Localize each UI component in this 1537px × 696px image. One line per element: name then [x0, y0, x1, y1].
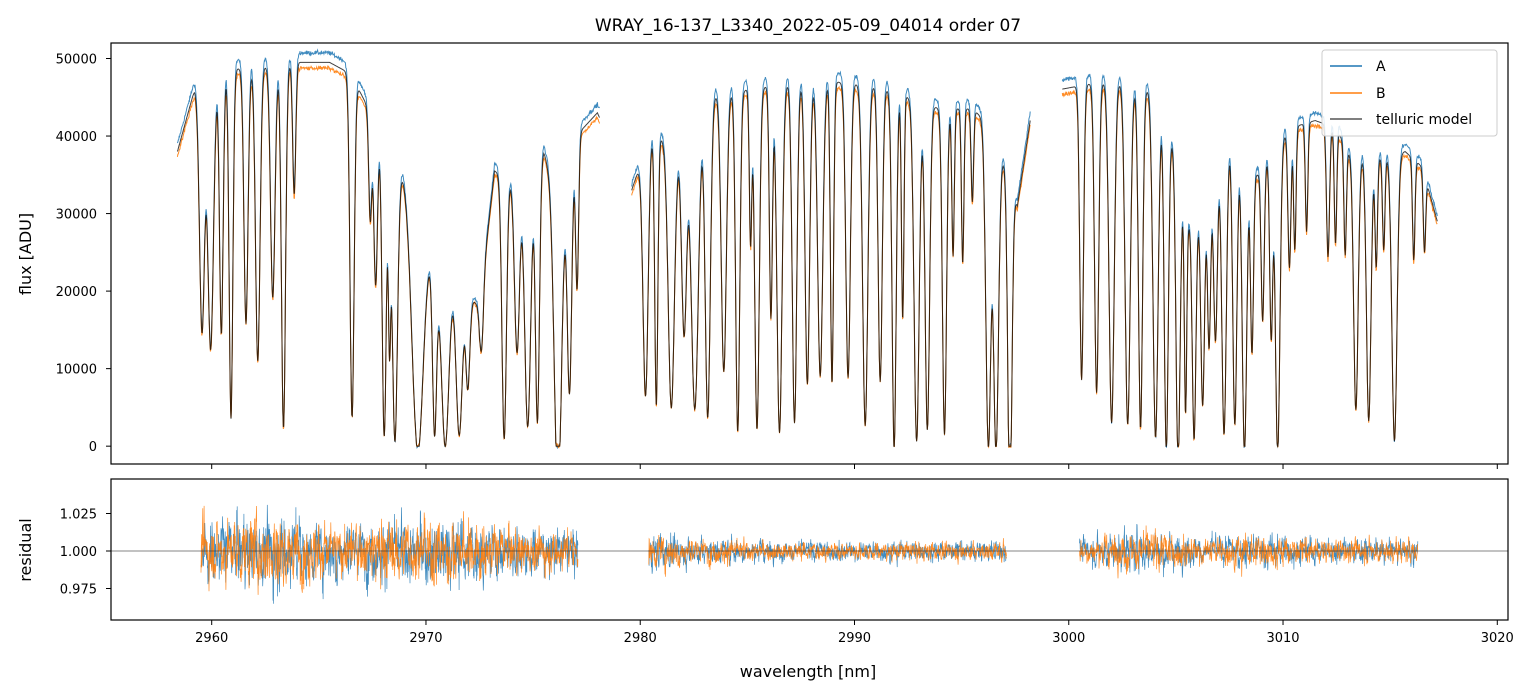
bottom-y-tick-label: 1.000 — [60, 545, 97, 560]
top-y-axis-label: flux [ADU] — [16, 213, 35, 295]
legend-label-a: A — [1376, 59, 1386, 75]
top-y-tick-label: 50000 — [56, 53, 97, 68]
top-y-tick-label: 10000 — [56, 363, 97, 378]
legend-box — [1321, 49, 1498, 137]
telluric-model-line — [176, 61, 1438, 448]
legend-label-model: telluric model — [1376, 112, 1472, 128]
bottom-panel-frame — [110, 478, 1509, 621]
bottom-x-tick-label: 3000 — [1052, 631, 1085, 646]
legend: A B telluric model — [1321, 49, 1498, 137]
bottom-x-tick-label: 2970 — [409, 631, 442, 646]
bottom-panel: 0.975 1.000 1.025 2960 2970 2980 2990 3000 3010… — [16, 478, 1514, 681]
top-y-tick-label: 20000 — [56, 285, 97, 300]
x-axis-label: wavelength [nm] — [740, 662, 877, 681]
top-y-tick-label: 40000 — [56, 130, 97, 145]
bottom-x-tick-label: 3020 — [1481, 631, 1514, 646]
bottom-x-tick-label: 2990 — [838, 631, 871, 646]
top-y-tick-label: 30000 — [56, 208, 97, 223]
bottom-x-tick-label: 3010 — [1266, 631, 1299, 646]
bottom-y-tick-label: 0.975 — [60, 583, 97, 598]
bottom-x-tick-label: 2960 — [195, 631, 228, 646]
bottom-y-tick-label: 1.025 — [60, 508, 97, 523]
chart-title: WRAY_16-137_L3340_2022-05-09_04014 order… — [595, 16, 1021, 36]
bottom-x-tick-label: 2980 — [624, 631, 657, 646]
top-panel: 0 10000 20000 30000 40000 50000 flux [ADU] — [16, 42, 1509, 469]
legend-label-b: B — [1376, 86, 1386, 102]
top-panel-frame — [110, 42, 1509, 465]
top-y-tick-label: 0 — [89, 440, 97, 455]
bottom-y-axis-label: residual — [16, 518, 35, 581]
